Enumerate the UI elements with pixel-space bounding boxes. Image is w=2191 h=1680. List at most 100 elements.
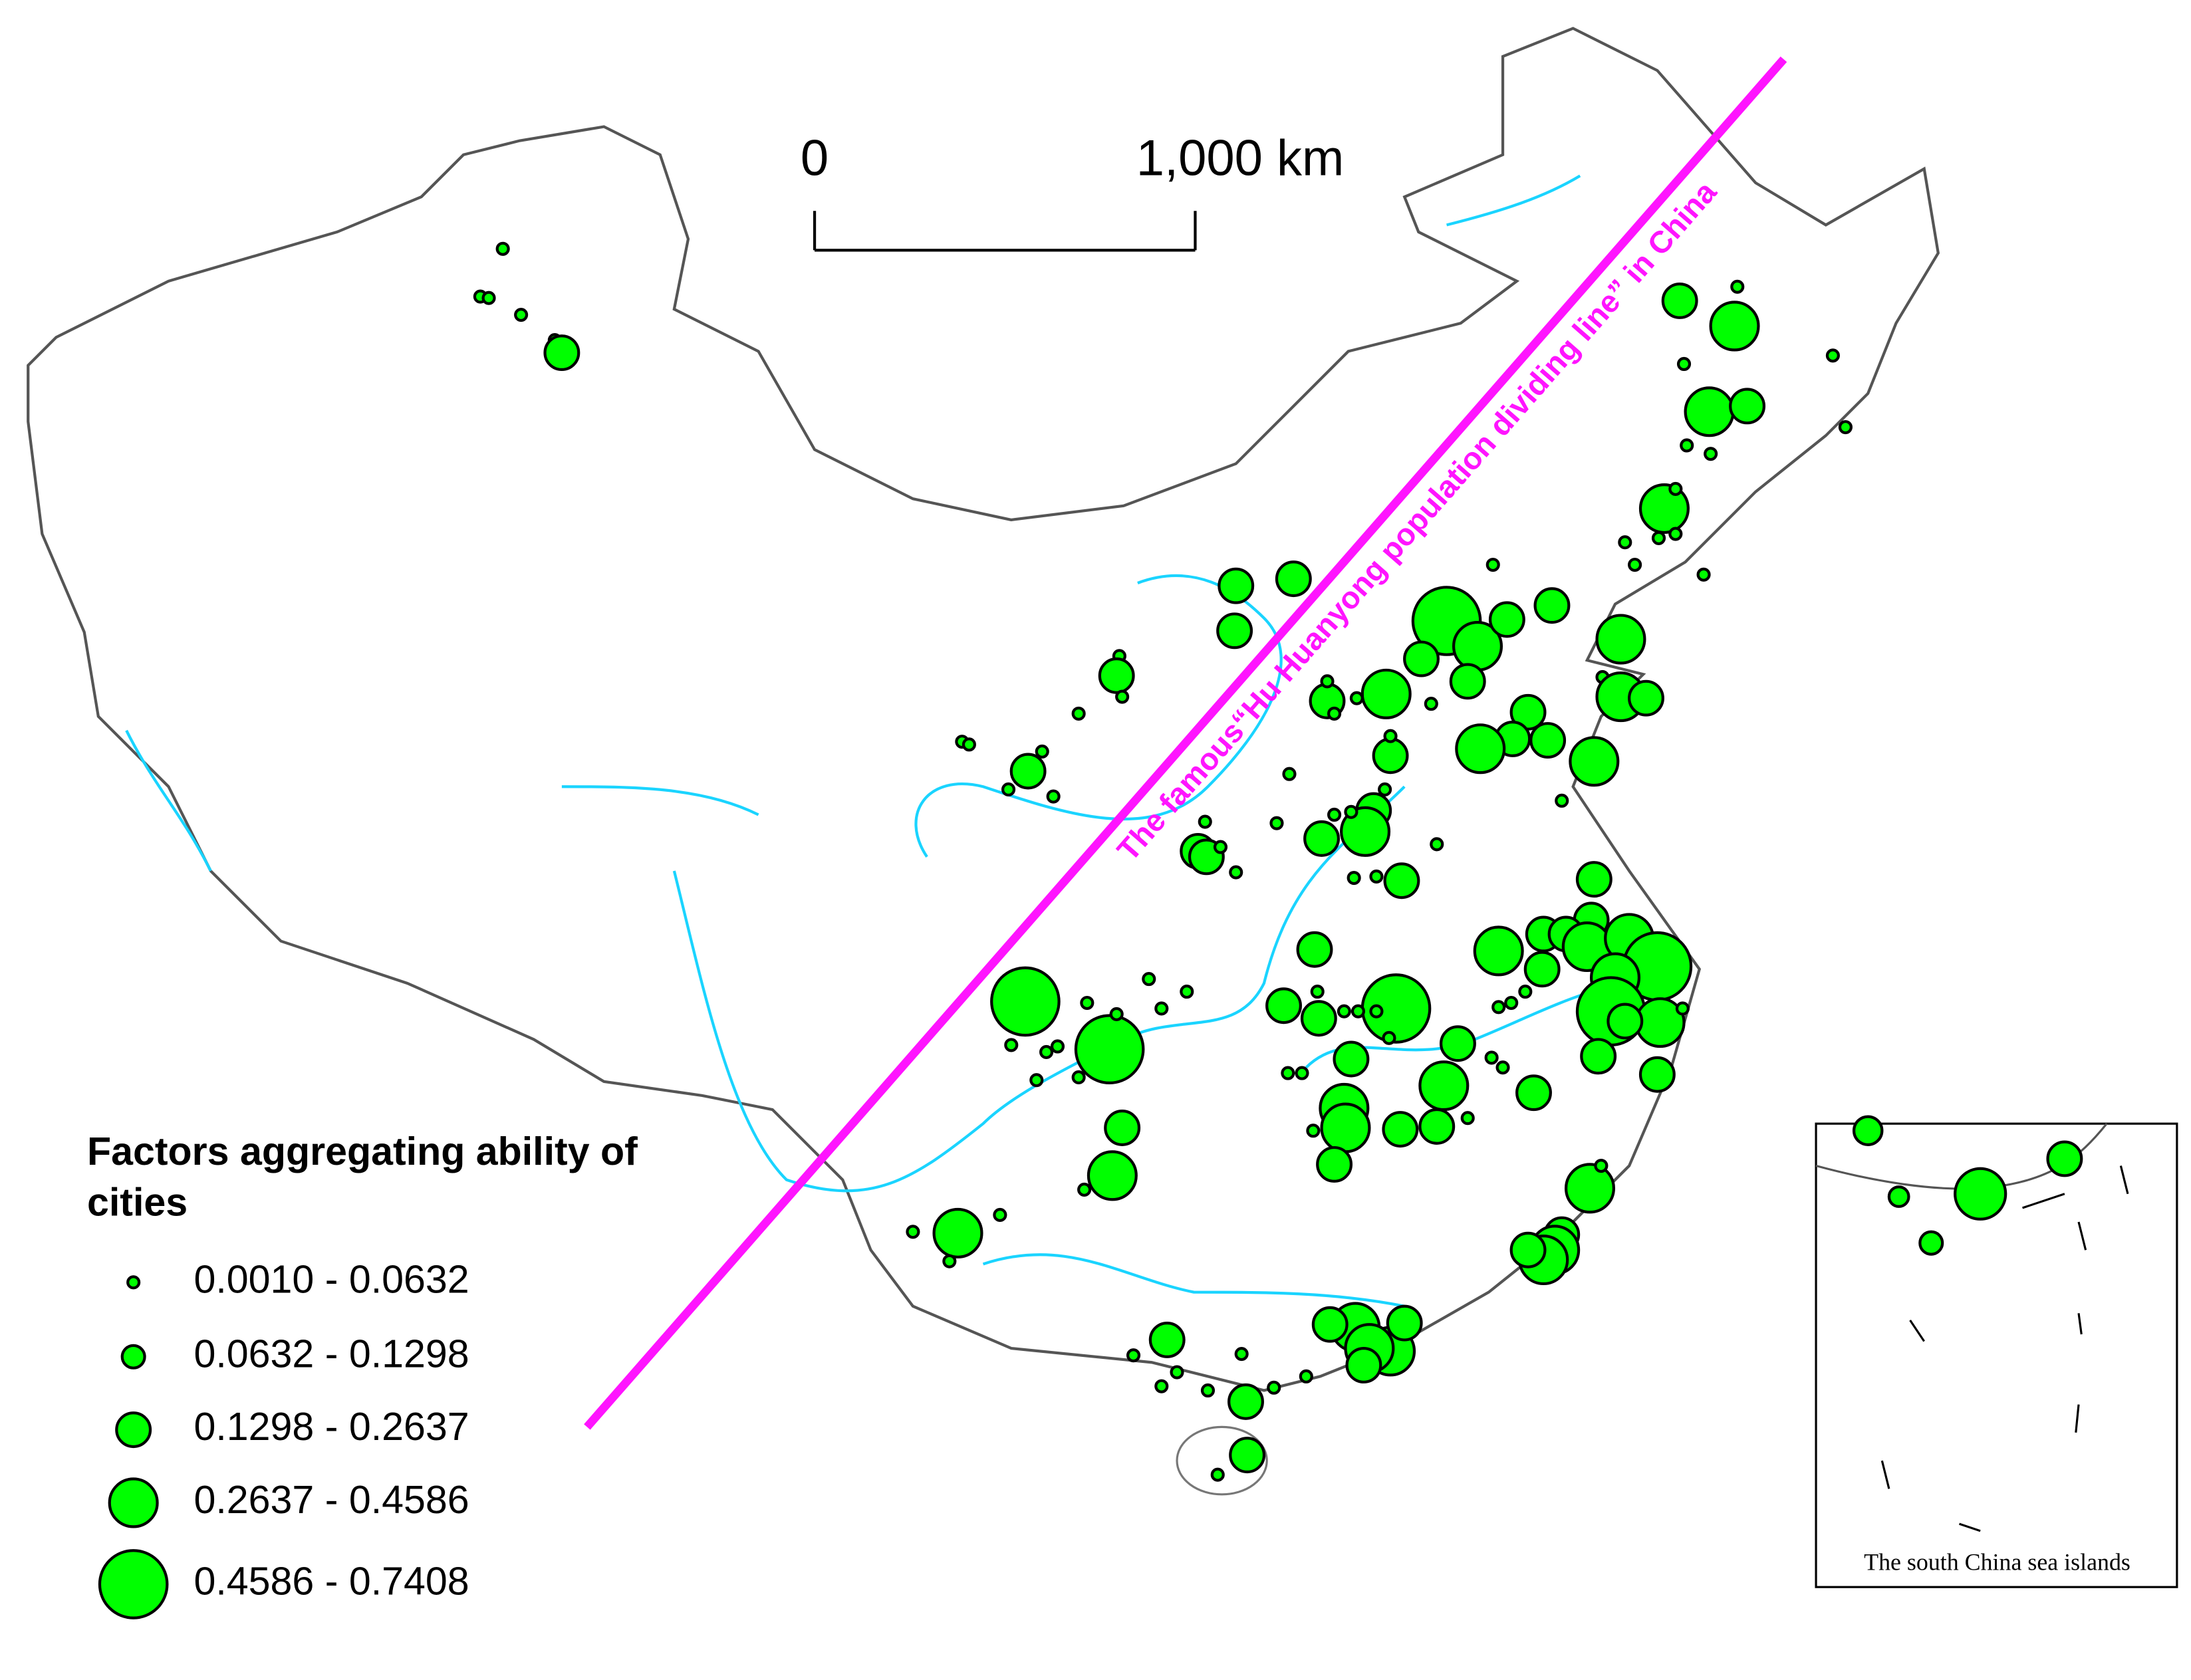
- city: [1234, 1346, 1249, 1362]
- city: [1200, 1383, 1216, 1398]
- city: [1504, 995, 1519, 1011]
- city: [1495, 1060, 1510, 1075]
- city: [1628, 679, 1664, 717]
- city: [1087, 1150, 1138, 1201]
- city: [1310, 985, 1325, 999]
- city: [1104, 1110, 1141, 1146]
- city: [1523, 951, 1561, 988]
- city: [1109, 1007, 1124, 1021]
- city: [1218, 567, 1255, 604]
- legend-label: 0.1298 - 0.2637: [193, 1404, 469, 1449]
- city: [1418, 1060, 1470, 1112]
- legend-label: 0.0010 - 0.0632: [193, 1257, 469, 1301]
- city: [1351, 1004, 1366, 1019]
- city: [1299, 1369, 1313, 1383]
- city: [1382, 1030, 1396, 1045]
- scale-bar: [813, 211, 1197, 252]
- city: [1300, 1000, 1337, 1037]
- legend-label: 0.0632 - 0.1298: [193, 1331, 469, 1376]
- city: [1386, 1304, 1423, 1342]
- scale-end: 1,000 km: [1136, 130, 1345, 186]
- legend-title: cities: [87, 1179, 188, 1224]
- legend-symbol: [108, 1477, 159, 1528]
- city: [1675, 1001, 1690, 1016]
- city: [1001, 782, 1016, 797]
- city: [1555, 793, 1569, 808]
- city: [1046, 789, 1061, 804]
- dividing-line: [584, 56, 1787, 1430]
- legend-label: 0.4586 - 0.7408: [193, 1559, 469, 1604]
- city: [1488, 601, 1525, 638]
- city: [1229, 1437, 1266, 1474]
- legend-symbol: [120, 1344, 146, 1370]
- city: [1569, 736, 1620, 787]
- city: [1684, 386, 1735, 437]
- city: [1281, 1066, 1295, 1080]
- city: [1269, 816, 1284, 830]
- city: [1029, 1073, 1044, 1088]
- city: [1360, 668, 1412, 719]
- city: [1074, 1014, 1145, 1085]
- city: [1295, 1066, 1309, 1080]
- city: [1282, 767, 1297, 781]
- inset-city: [1918, 1230, 1944, 1256]
- city: [1372, 737, 1409, 775]
- inset-city: [1954, 1167, 2007, 1221]
- city: [1607, 1003, 1644, 1040]
- city: [1668, 527, 1683, 541]
- city: [1680, 438, 1694, 453]
- city: [1594, 1158, 1609, 1173]
- city: [1369, 1004, 1384, 1019]
- city: [1126, 1348, 1141, 1363]
- city: [1050, 1039, 1065, 1054]
- city: [1071, 1070, 1086, 1085]
- city: [1439, 1025, 1476, 1062]
- city: [1595, 614, 1646, 665]
- legend-symbol: [98, 1549, 169, 1620]
- city: [1327, 706, 1342, 721]
- city: [1320, 674, 1335, 689]
- city: [1347, 870, 1361, 886]
- city: [1383, 729, 1398, 743]
- city: [1004, 1038, 1019, 1052]
- city: [1340, 806, 1391, 857]
- city: [1430, 837, 1444, 852]
- city: [1618, 535, 1632, 550]
- city: [1039, 1044, 1054, 1059]
- inset-city: [1887, 1185, 1910, 1208]
- city: [1148, 1321, 1186, 1358]
- city: [1311, 1306, 1349, 1343]
- city: [1628, 557, 1642, 572]
- city: [1142, 972, 1156, 987]
- city: [1661, 282, 1698, 319]
- city: [1491, 1000, 1506, 1015]
- city: [1529, 722, 1567, 759]
- city: [1484, 1050, 1499, 1065]
- city: [1825, 348, 1840, 363]
- city: [1378, 782, 1392, 797]
- city: [1180, 985, 1194, 999]
- city: [1369, 869, 1384, 884]
- city: [1518, 985, 1533, 999]
- city: [1265, 987, 1302, 1024]
- city: [942, 1254, 957, 1268]
- city: [1838, 420, 1853, 435]
- inset-caption: The south China sea islands: [1864, 1549, 2130, 1576]
- city: [1696, 567, 1711, 582]
- city: [1071, 706, 1086, 721]
- city: [1638, 1056, 1676, 1093]
- city: [1403, 640, 1440, 677]
- city: [514, 307, 529, 322]
- city: [1216, 612, 1253, 650]
- city: [962, 737, 976, 752]
- city: [1154, 1379, 1169, 1393]
- city: [1344, 804, 1358, 819]
- city: [1303, 820, 1341, 857]
- city: [1213, 840, 1228, 854]
- legend-symbol: [115, 1411, 152, 1449]
- city: [1296, 931, 1333, 968]
- city: [1382, 1111, 1419, 1148]
- city: [906, 1225, 920, 1239]
- city: [1337, 1004, 1351, 1019]
